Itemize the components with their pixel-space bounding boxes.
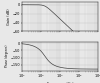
Y-axis label: Phase (degrees): Phase (degrees) xyxy=(5,45,9,67)
Y-axis label: Gain (dB): Gain (dB) xyxy=(7,9,11,25)
X-axis label: Frequency (Hz): Frequency (Hz) xyxy=(47,82,73,83)
